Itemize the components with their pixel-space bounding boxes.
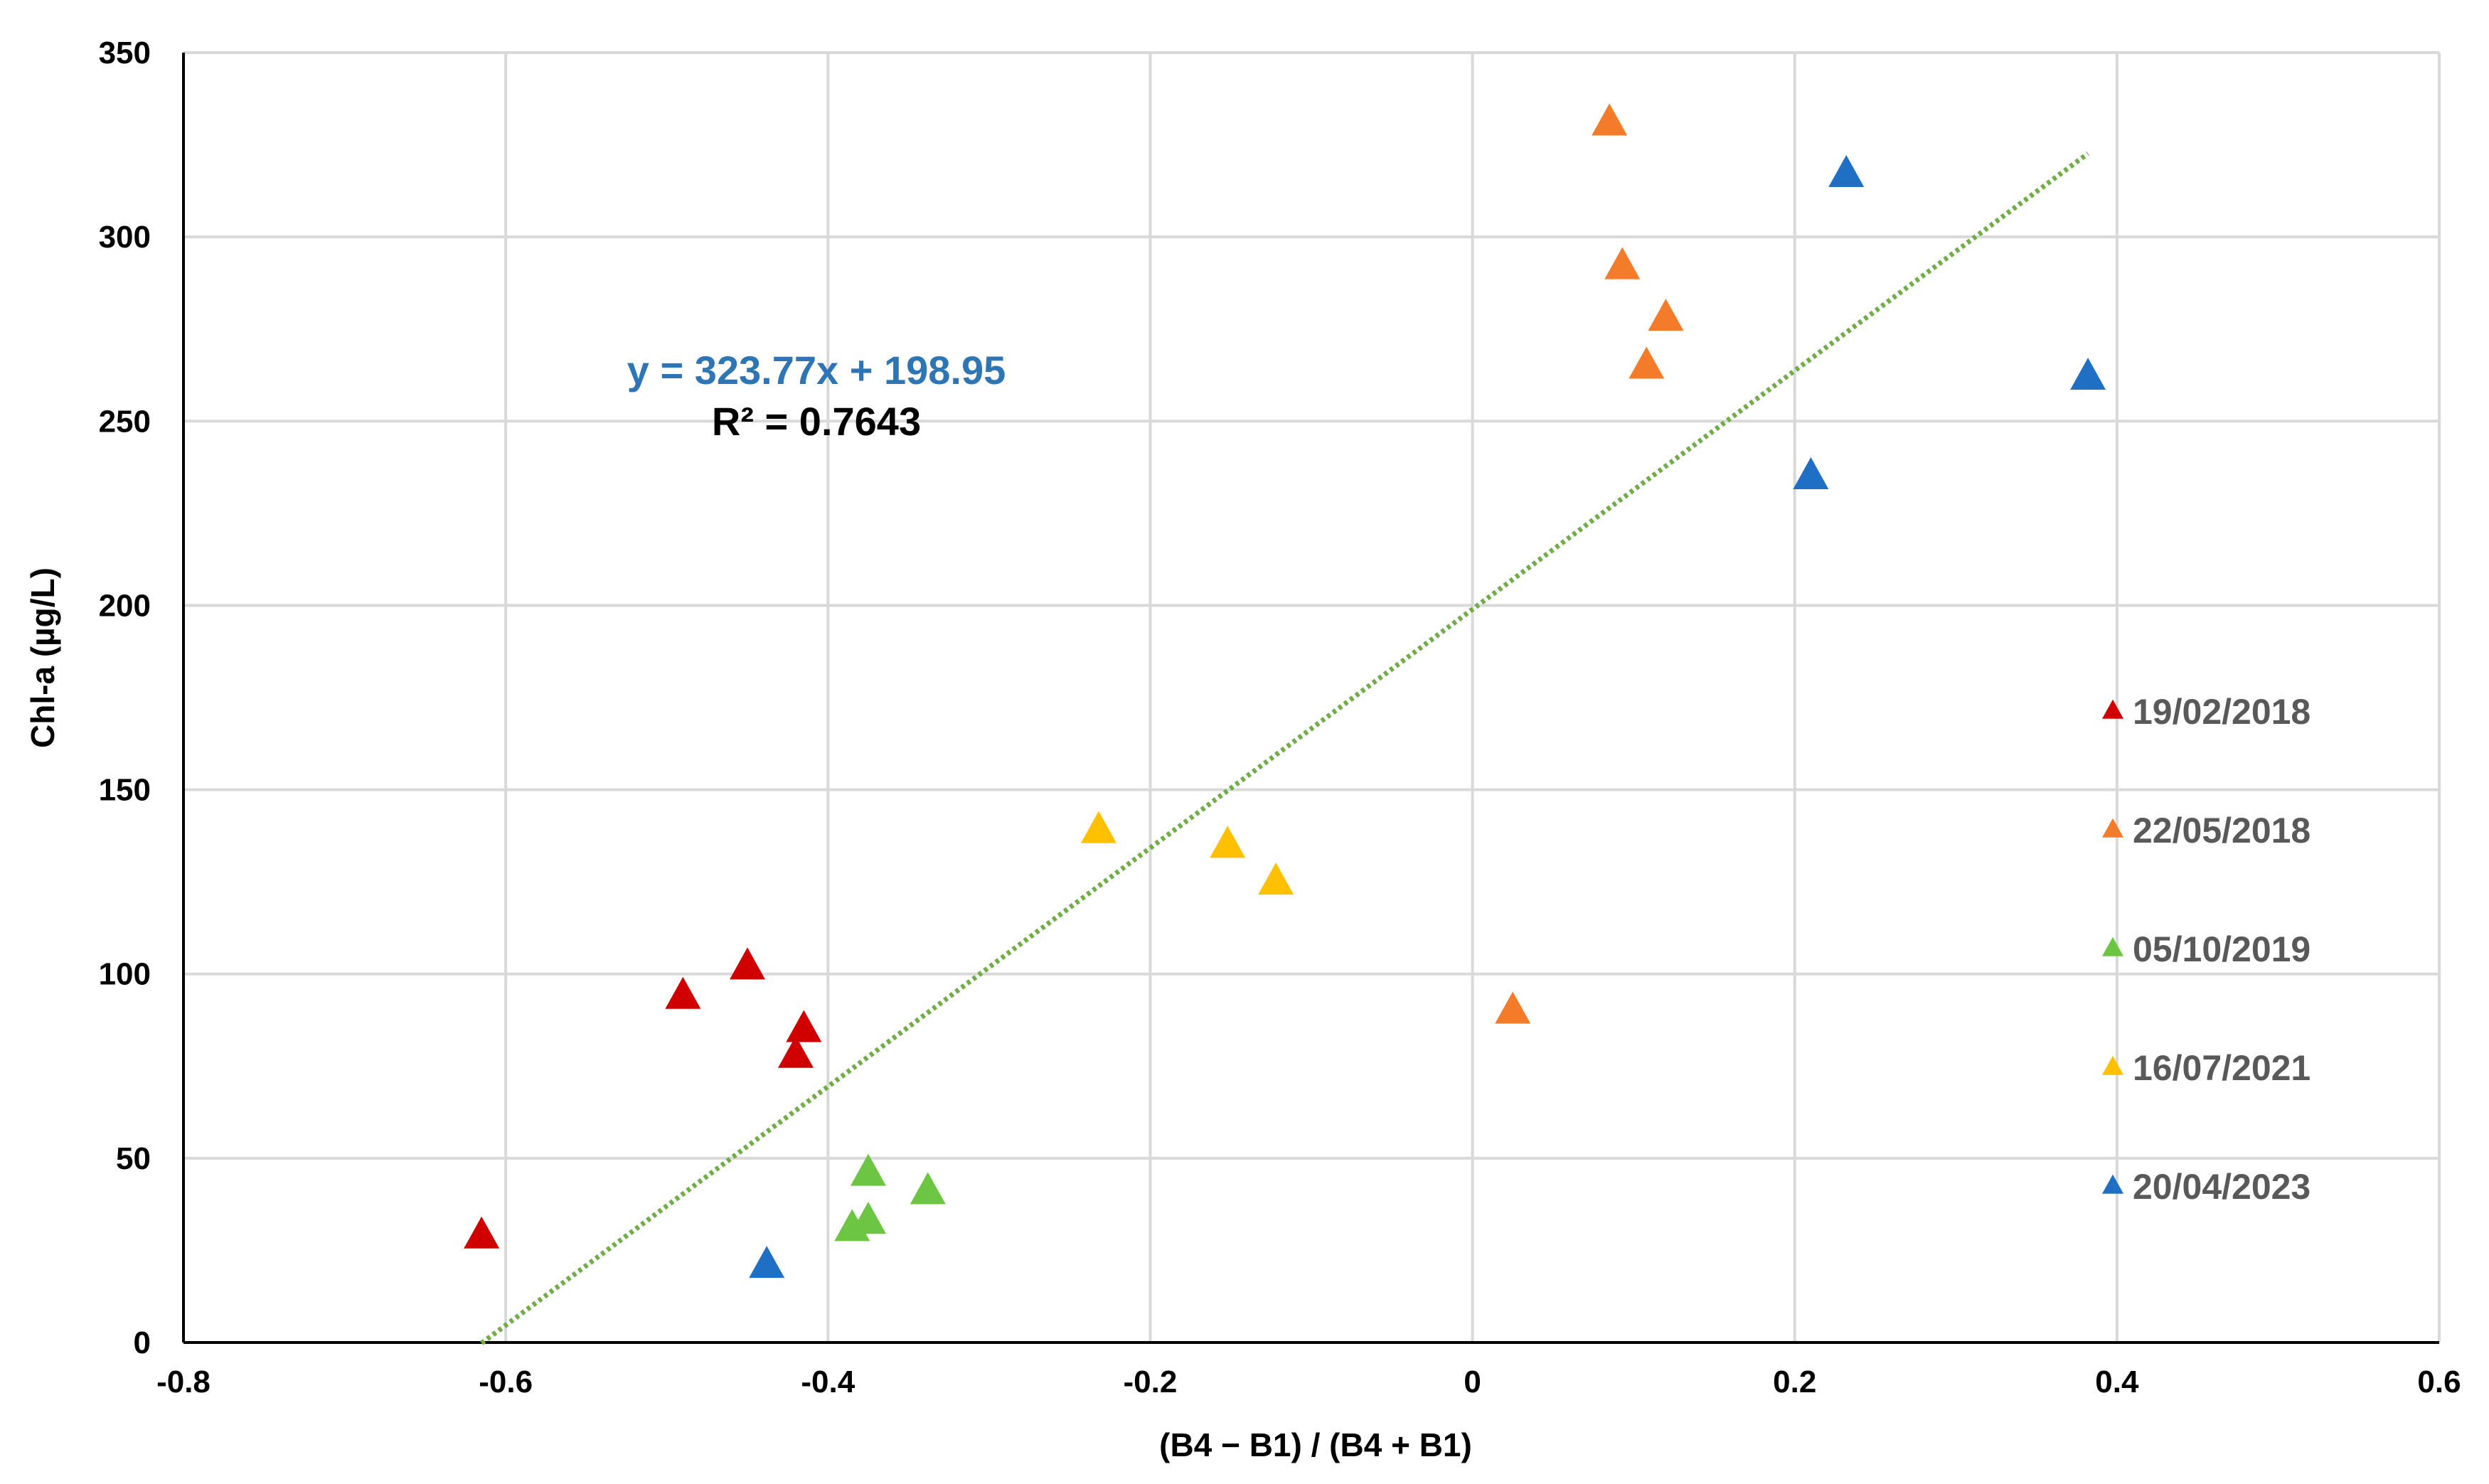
legend-label: 22/05/2018: [2133, 811, 2311, 850]
y-tick-label: 200: [99, 588, 151, 623]
axes: [182, 53, 2439, 1344]
legend: 19/02/2018 22/05/2018 05/10/2019 16/07/2021…: [2102, 692, 2311, 1207]
legend-label: 19/02/2018: [2133, 692, 2311, 732]
data-point: [464, 1216, 500, 1249]
x-axis-title: (B4 − B1) / (B4 + B1): [1159, 1426, 1472, 1463]
x-tick-label: -0.6: [479, 1365, 533, 1399]
data-point: [850, 1153, 886, 1186]
x-tick-label: 0.2: [1773, 1365, 1816, 1399]
data-point: [1629, 346, 1665, 379]
x-tick-label: 0: [1464, 1365, 1481, 1399]
data-point: [749, 1246, 785, 1279]
data-point: [1210, 826, 1246, 858]
r-squared-label: R² = 0.7643: [712, 399, 921, 444]
data-point: [1592, 103, 1628, 136]
data-point: [1604, 247, 1641, 279]
data-point: [786, 1010, 822, 1042]
y-tick-label: 350: [99, 36, 151, 70]
data-point: [1495, 991, 1531, 1024]
y-tick-label: 0: [134, 1325, 151, 1360]
data-point: [730, 947, 765, 980]
trendline: [480, 151, 2090, 1345]
x-tick-label: -0.2: [1124, 1365, 1178, 1399]
data-point: [1258, 863, 1294, 895]
data-point: [910, 1172, 946, 1205]
y-tick-label: 50: [116, 1141, 151, 1176]
trendline-equation: y = 323.77x + 198.95: [627, 348, 1006, 393]
y-tick-label: 150: [99, 773, 151, 808]
legend-marker: [2102, 699, 2123, 719]
x-tick-label: -0.4: [801, 1365, 855, 1399]
y-tick-label: 250: [99, 404, 151, 439]
data-point: [1648, 299, 1684, 331]
x-tick-label: 0.4: [2095, 1365, 2139, 1399]
x-tick-label: 0.6: [2417, 1365, 2461, 1399]
x-tick-label: -0.8: [156, 1365, 210, 1399]
gridlines: [183, 51, 2441, 1342]
legend-marker: [2102, 1174, 2123, 1194]
trendline-group: [480, 151, 2090, 1345]
legend-marker: [2102, 1055, 2123, 1075]
tick-labels: -0.8 -0.6 -0.4 -0.2 0 0.2 0.4 0.6 0 50 100 150 200 25…: [99, 36, 2461, 1399]
data-point: [1080, 811, 1116, 843]
data-point: [834, 1209, 870, 1242]
legend-marker: [2102, 936, 2123, 956]
y-axis-title: Chl-a (µg/L): [24, 567, 61, 748]
data-point: [777, 1035, 814, 1068]
data-points: [464, 103, 2106, 1279]
y-tick-label: 100: [99, 957, 151, 992]
data-point: [2070, 358, 2106, 390]
data-point: [1828, 155, 1865, 188]
legend-label: 16/07/2021: [2133, 1048, 2311, 1088]
legend-label: 05/10/2019: [2133, 929, 2311, 969]
data-point: [1793, 457, 1829, 490]
legend-label: 20/04/2023: [2133, 1167, 2311, 1207]
y-tick-label: 300: [99, 220, 151, 255]
legend-marker: [2102, 818, 2123, 838]
data-point: [665, 976, 701, 1009]
